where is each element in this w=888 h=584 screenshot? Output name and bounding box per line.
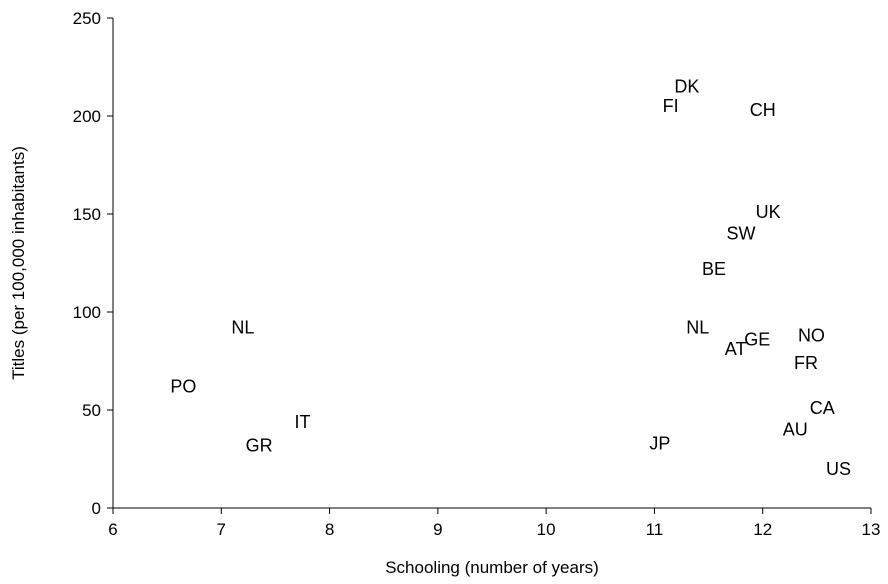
data-point-nl: NL bbox=[231, 318, 254, 338]
data-point-no: NO bbox=[798, 326, 825, 346]
y-tick-label: 50 bbox=[82, 401, 101, 420]
data-point-po: PO bbox=[170, 376, 196, 396]
data-point-us: US bbox=[826, 459, 851, 479]
data-point-be: BE bbox=[702, 259, 726, 279]
y-tick-label: 250 bbox=[73, 9, 101, 28]
y-tick-label: 200 bbox=[73, 107, 101, 126]
data-point-ch: CH bbox=[750, 100, 776, 120]
x-tick-label: 12 bbox=[753, 520, 772, 539]
x-tick-label: 11 bbox=[646, 520, 664, 539]
y-tick-label: 150 bbox=[73, 205, 101, 224]
data-point-au: AU bbox=[783, 420, 808, 440]
data-point-fr: FR bbox=[794, 353, 818, 373]
y-axis-title: Titles (per 100,000 inhabitants) bbox=[9, 146, 28, 380]
chart-axes bbox=[112, 18, 871, 509]
y-axis-ticks: 0 50 100 150 200 250 bbox=[73, 9, 113, 518]
x-tick-label: 13 bbox=[862, 520, 881, 539]
data-point-sw: SW bbox=[727, 224, 756, 244]
data-point-it: IT bbox=[295, 412, 311, 432]
x-axis-title: Schooling (number of years) bbox=[385, 558, 599, 577]
data-point-fi: FI bbox=[663, 96, 679, 116]
y-tick-label: 100 bbox=[73, 303, 101, 322]
x-tick-label: 8 bbox=[325, 520, 334, 539]
data-point-nl: NL bbox=[686, 318, 709, 338]
data-point-gr: GR bbox=[246, 435, 273, 455]
data-point-ca: CA bbox=[810, 398, 835, 418]
x-tick-label: 10 bbox=[537, 520, 556, 539]
x-tick-label: 7 bbox=[217, 520, 226, 539]
data-point-ge: GE bbox=[744, 329, 770, 349]
x-axis-ticks: 6 7 8 9 10 11 12 13 bbox=[108, 508, 880, 539]
x-tick-label: 9 bbox=[433, 520, 442, 539]
data-point-dk: DK bbox=[674, 77, 699, 97]
x-tick-label: 6 bbox=[108, 520, 117, 539]
y-tick-label: 0 bbox=[92, 499, 101, 518]
data-point-at: AT bbox=[725, 339, 747, 359]
data-point-uk: UK bbox=[756, 202, 781, 222]
data-point-jp: JP bbox=[649, 433, 670, 453]
